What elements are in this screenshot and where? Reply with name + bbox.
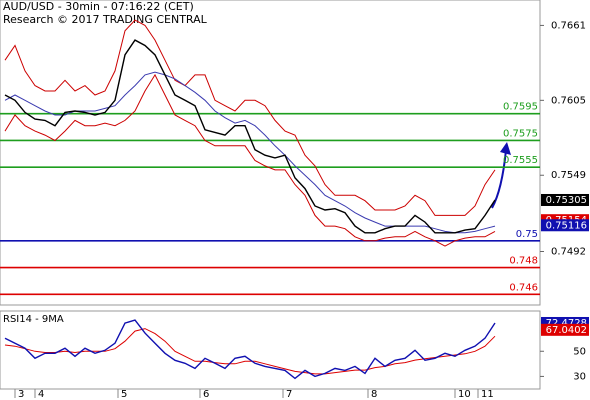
level-label: 0.746 (509, 282, 538, 293)
y-tick-label: 0.7549 (551, 170, 586, 181)
level-label: 0.7575 (503, 128, 538, 139)
x-tick-label: 5 (121, 389, 127, 400)
x-tick-label: 8 (371, 389, 377, 400)
y-tick-label: 0.7492 (551, 246, 586, 257)
price-marker-label: 0.75116 (546, 220, 587, 231)
series-line (4, 71, 496, 234)
level-label: 0.75 (516, 229, 538, 240)
series-line (4, 39, 496, 234)
series-line (4, 319, 496, 380)
y-tick-label: 0.7605 (551, 95, 586, 106)
y-tick-label: 30 (573, 371, 586, 382)
price-marker-label: 67.0402 (546, 325, 587, 336)
y-tick-label: 50 (573, 346, 586, 357)
x-tick-label: 4 (38, 389, 44, 400)
price-marker-label: 72.4728 (546, 318, 587, 329)
series-line (4, 73, 496, 247)
level-label: 0.7555 (503, 155, 538, 166)
level-label: 0.7595 (503, 102, 538, 113)
price-panel (0, 0, 541, 306)
x-tick-label: 7 (286, 389, 292, 400)
chart-subtitle: Research © 2017 TRADING CENTRAL (3, 13, 208, 26)
series-line (4, 328, 496, 375)
price-marker-label: 0.75305 (546, 195, 587, 206)
rsi-panel (0, 310, 541, 390)
forecast-arrow (491, 149, 507, 209)
x-tick-label: 10 (458, 389, 471, 400)
x-tick-label: 11 (481, 389, 494, 400)
price-marker (541, 193, 589, 206)
price-marker (541, 323, 589, 336)
arrow-head (500, 142, 511, 155)
rsi-title: RSI14 - 9MA (3, 314, 64, 325)
level-label: 0.748 (509, 256, 538, 267)
x-tick-label: 3 (18, 389, 24, 400)
x-tick-label: 6 (203, 389, 209, 400)
y-tick-label: 0.7661 (551, 20, 586, 31)
series-line (4, 19, 496, 216)
price-marker (541, 219, 589, 232)
chart-title: AUD/USD - 30min - 07:16:22 (CET) (3, 0, 194, 13)
